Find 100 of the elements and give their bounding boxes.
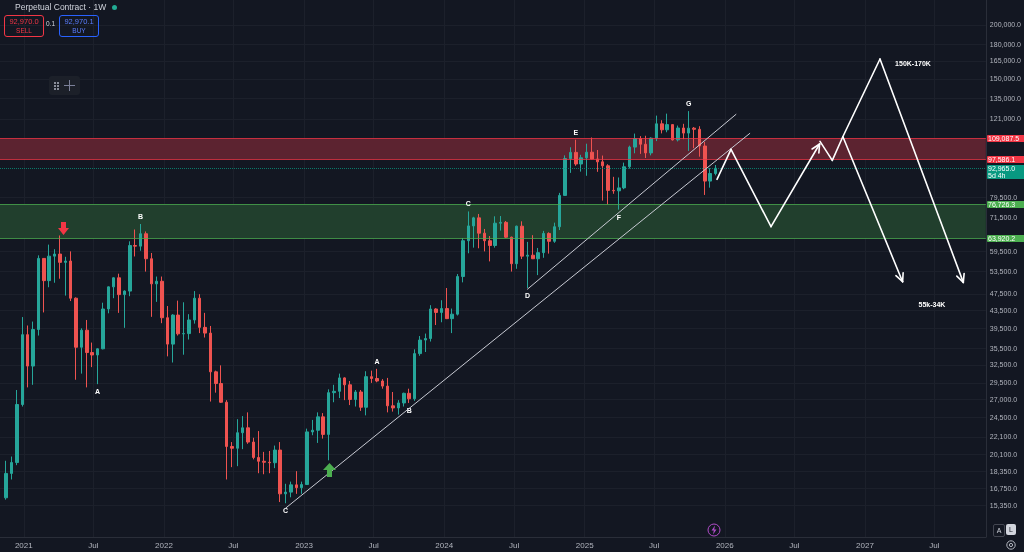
candlestick [708,167,712,189]
candlestick [671,123,674,142]
candlestick [257,430,260,474]
candlestick [354,389,357,408]
candlestick [187,313,191,341]
candlestick [665,113,669,133]
candlestick [370,370,373,384]
candlestick [96,347,99,385]
candlestick [150,252,153,318]
candlestick [252,437,255,460]
candlestick [236,418,239,467]
candlestick [660,119,664,134]
candlestick [714,164,717,176]
candlestick [418,335,422,357]
x-tick-label: 2024 [435,540,454,550]
candlestick [47,244,51,288]
candlestick [472,216,475,249]
candlestick [305,428,309,486]
candlestick [703,141,707,196]
candlestick [289,481,293,498]
candlestick [101,302,105,350]
candlestick [434,307,438,326]
x-tick-label: Jul [508,540,520,550]
candlestick [391,391,395,413]
candlestick [397,399,400,416]
x-tick-label: 2027 [856,540,875,550]
candlestick [316,411,320,444]
candlestick [160,276,164,324]
candlestick [343,376,346,401]
candlestick [553,222,556,244]
candlestick [123,289,126,329]
candlestick [440,299,443,323]
candlestick [278,441,282,503]
candlestick [31,321,35,386]
candlestick [585,143,588,177]
candlestick [338,373,341,399]
candlestick [520,220,524,260]
candlestick [510,236,513,273]
candlestick [569,146,572,174]
candlestick [402,392,406,408]
candlestick [10,456,13,480]
candlestick [596,149,599,173]
x-tick-label: Jul [88,540,99,550]
candlestick [579,154,583,173]
candlestick [198,293,201,334]
candlestick [58,234,62,280]
candlestick [477,213,481,249]
candlestick [590,136,594,160]
x-tick-label: Jul [368,540,379,550]
x-tick-label: 2025 [575,540,595,550]
candlestick [639,135,642,155]
candlestick [655,115,658,142]
candlestick [515,225,518,270]
candlestick [64,256,67,297]
candlestick [628,145,631,170]
x-tick-label: Jul [649,540,660,550]
candlestick [26,324,29,388]
candlestick [273,445,277,469]
candlestick [488,235,492,262]
candlestick [74,296,78,381]
candlestick [107,285,110,314]
candlestick [467,210,470,254]
candlestick [692,126,696,149]
candlestick [574,139,578,167]
candlestick [42,257,46,313]
candlestick [461,237,465,283]
candlestick [536,247,540,276]
candlestick [558,192,561,231]
candlestick [171,313,175,363]
candlestick [429,304,432,343]
candlestick [225,399,228,480]
candlestick [262,451,266,475]
candlestick [53,248,56,284]
candlestick [133,229,137,257]
candlestick [209,325,212,403]
candlestick [606,163,610,205]
candlestick [359,389,363,412]
candlestick [203,312,207,339]
candlestick [69,250,72,302]
candlestick [601,155,604,202]
candlestick [155,276,158,303]
candlestick [139,223,142,252]
candlestick [386,377,389,413]
candlestick [166,305,169,357]
candlestick [37,254,40,337]
candlestick [445,287,449,320]
candlestick [4,460,8,501]
candlestick [327,388,330,461]
x-tick-label: 2022 [155,540,174,550]
candlestick [493,215,497,249]
x-tick-label: Jul [929,540,940,550]
x-tick-label: 2021 [14,540,34,550]
candlestick [676,125,680,142]
candlestick [375,368,379,383]
candlestick [182,301,185,356]
candlestick [246,411,250,445]
candlestick [176,300,180,337]
candlestick [112,276,115,299]
x-tick-label: Jul [228,540,239,550]
x-tick-label: Jul [789,540,800,550]
